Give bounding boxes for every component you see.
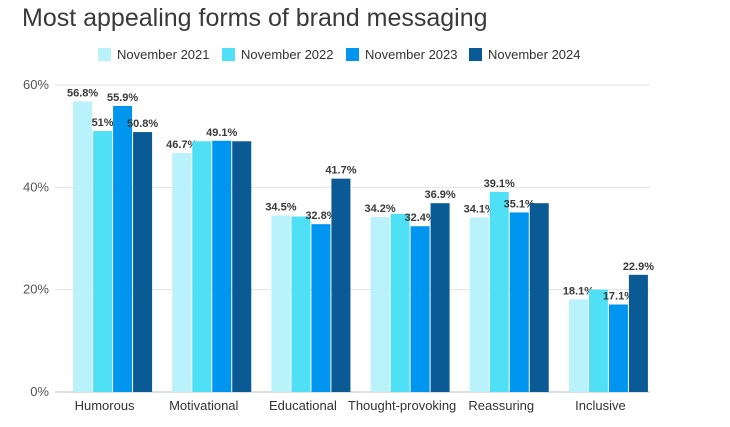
legend-item: November 2021 bbox=[98, 44, 210, 64]
legend-label: November 2021 bbox=[117, 46, 210, 62]
legend-swatch bbox=[469, 47, 482, 61]
data-label: 41.7% bbox=[325, 165, 356, 177]
bar bbox=[172, 153, 192, 392]
data-label: 49.1% bbox=[206, 127, 237, 139]
data-label: 39.1% bbox=[484, 178, 515, 190]
legend-swatch bbox=[98, 47, 111, 61]
category-label: Motivational bbox=[169, 398, 238, 413]
data-label: 50.8% bbox=[127, 118, 158, 130]
bar bbox=[469, 217, 489, 392]
bar bbox=[232, 141, 252, 392]
bar bbox=[331, 178, 351, 392]
data-label: 34.2% bbox=[364, 203, 395, 215]
bar bbox=[133, 132, 153, 392]
bar bbox=[370, 217, 390, 392]
y-tick-label: 20% bbox=[23, 282, 49, 297]
bar bbox=[291, 216, 311, 392]
data-label: 34.5% bbox=[265, 201, 296, 213]
data-label: 55.9% bbox=[107, 92, 138, 104]
legend-swatch bbox=[222, 47, 235, 61]
bar bbox=[311, 224, 331, 392]
bar bbox=[588, 289, 608, 392]
data-label: 46.7% bbox=[166, 139, 197, 151]
y-tick-label: 0% bbox=[30, 384, 49, 399]
bar bbox=[568, 299, 588, 392]
category-label: Educational bbox=[269, 398, 337, 413]
bar bbox=[430, 203, 450, 392]
data-label: 32.4% bbox=[404, 212, 435, 224]
legend-label: November 2022 bbox=[241, 46, 334, 62]
data-label: 22.9% bbox=[623, 261, 654, 273]
y-tick-label: 60% bbox=[23, 77, 49, 92]
data-label: 32.8% bbox=[305, 210, 336, 222]
bar bbox=[212, 140, 232, 392]
legend-item: November 2023 bbox=[346, 44, 458, 64]
bar bbox=[93, 131, 113, 393]
bar bbox=[529, 203, 549, 392]
category-label: Inclusive bbox=[575, 398, 626, 413]
bar bbox=[192, 141, 212, 392]
bar bbox=[113, 105, 133, 392]
data-label: 51% bbox=[92, 117, 114, 129]
legend-item: November 2024 bbox=[469, 44, 581, 64]
data-label: 36.9% bbox=[424, 189, 455, 201]
data-label: 34.1% bbox=[464, 204, 495, 216]
data-label: 35.1% bbox=[504, 198, 535, 210]
data-label: 17.1% bbox=[603, 291, 634, 303]
bar bbox=[608, 304, 628, 392]
legend-swatch bbox=[346, 47, 359, 61]
legend: November 2021 November 2022 November 2023 N… bbox=[0, 44, 730, 64]
y-tick-label: 40% bbox=[23, 179, 49, 194]
category-label: Reassuring bbox=[468, 398, 534, 413]
bar bbox=[509, 212, 529, 392]
bar bbox=[271, 215, 291, 392]
bar bbox=[628, 274, 648, 392]
category-label: Humorous bbox=[75, 398, 135, 413]
category-label: Thought-provoking bbox=[348, 398, 456, 413]
bar bbox=[410, 226, 430, 392]
chart-title: Most appealing forms of brand messaging bbox=[22, 4, 488, 32]
bar bbox=[73, 101, 93, 392]
bar bbox=[390, 213, 410, 392]
legend-label: November 2024 bbox=[488, 46, 581, 62]
data-label: 56.8% bbox=[67, 87, 98, 99]
legend-item: November 2022 bbox=[222, 44, 334, 64]
bar bbox=[489, 191, 509, 392]
data-label: 18.1% bbox=[563, 285, 594, 297]
legend-label: November 2023 bbox=[365, 46, 458, 62]
